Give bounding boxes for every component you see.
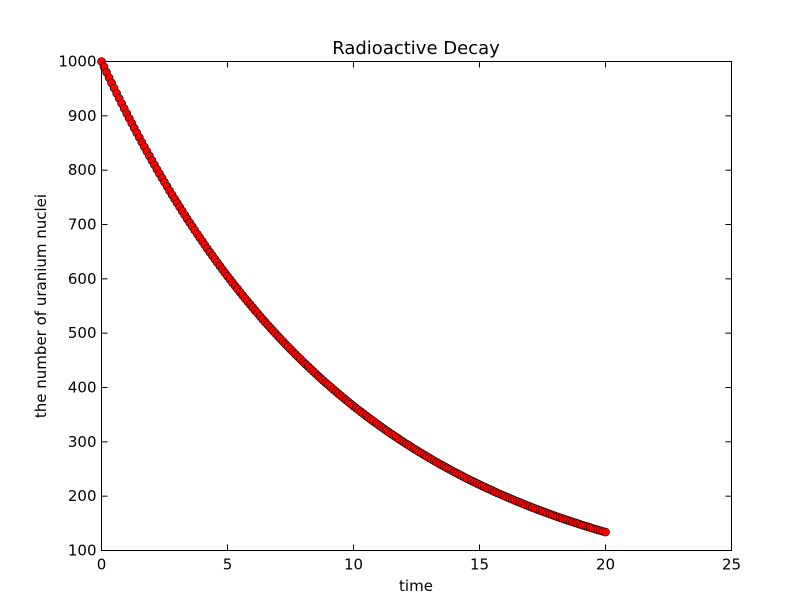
plot-frame [101, 61, 732, 551]
y-axis-ticks: 100 200 300 400 500 600 700 800 900 1000 [58, 53, 732, 560]
y-axis-label: the number of uranium nuclei [32, 194, 50, 418]
y-tick-label: 800 [68, 161, 97, 179]
chart-title: Radioactive Decay [332, 38, 500, 59]
data-point [601, 527, 610, 537]
x-tick-label: 10 [344, 556, 363, 574]
y-tick-label: 200 [68, 487, 97, 505]
y-tick-label: 500 [68, 324, 97, 342]
y-tick-label: 600 [68, 270, 97, 288]
x-tick-label: 20 [596, 556, 615, 574]
y-tick-label: 1000 [58, 53, 96, 71]
data-points [97, 57, 610, 537]
x-axis-ticks: 0 5 10 15 20 25 [97, 61, 741, 574]
y-tick-label: 300 [68, 433, 97, 451]
x-tick-label: 15 [470, 556, 489, 574]
x-tick-label: 25 [722, 556, 741, 574]
y-tick-label: 700 [68, 216, 97, 234]
x-tick-label: 0 [97, 556, 107, 574]
y-tick-label: 900 [68, 107, 97, 125]
x-tick-label: 5 [223, 556, 233, 574]
x-axis-label: time [399, 577, 433, 595]
y-tick-label: 100 [68, 542, 97, 560]
y-tick-label: 400 [68, 379, 97, 397]
